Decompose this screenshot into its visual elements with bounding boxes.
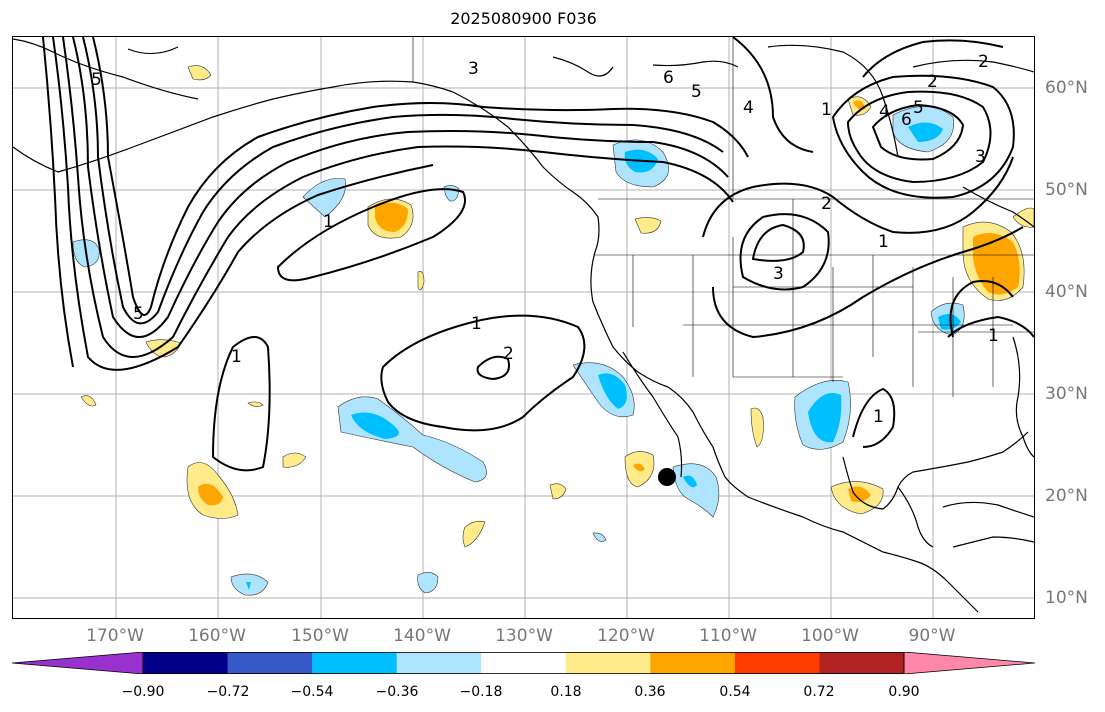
colorbar-cell	[481, 652, 567, 674]
contour-label: 1	[323, 212, 334, 232]
contour-label: 4	[743, 98, 754, 118]
contour-label: 2	[978, 52, 989, 72]
map-svg: 5 5 3 6 5 4 2 4 6 5 2 2 3 1 3 1 1 1 2 1 …	[13, 37, 1034, 618]
colorbar-cell	[227, 652, 313, 674]
colorbar-cell	[143, 652, 229, 674]
contour-label: 5	[691, 82, 702, 102]
colorbar-cell	[819, 652, 905, 674]
map-panel: 5 5 3 6 5 4 2 4 6 5 2 2 3 1 3 1 1 1 2 1 …	[12, 36, 1035, 619]
colorbar-cell	[650, 652, 736, 674]
contour-label: 4	[879, 102, 890, 122]
colorbar-cell	[312, 652, 398, 674]
contour-label: 2	[821, 194, 832, 214]
contour-label: 6	[901, 110, 912, 130]
contour-label: 1	[821, 100, 832, 120]
contour-label: 1	[471, 314, 482, 334]
colorbar-tick: −0.36	[375, 684, 419, 700]
contour-label: 6	[663, 68, 674, 88]
lat-label: 30°N	[1045, 384, 1088, 404]
contour-label: 1	[988, 326, 999, 346]
contour-label: 5	[91, 70, 102, 90]
colorbar-tick: −0.18	[459, 684, 503, 700]
contour-label: 1	[878, 232, 889, 252]
contour-label: 2	[927, 72, 938, 92]
contour-label: 1	[231, 347, 242, 367]
colorbar-tick: 0.90	[888, 684, 920, 700]
lon-label: 170°W	[86, 626, 144, 646]
contour-label: 3	[975, 147, 986, 167]
contour-label: 3	[773, 264, 784, 284]
coastlines	[13, 38, 1034, 613]
lon-label: 90°W	[908, 626, 956, 646]
point-marker	[658, 468, 676, 486]
colorbar-tick: −0.90	[121, 684, 165, 700]
lat-label: 20°N	[1045, 486, 1088, 506]
contour-label: 1	[873, 407, 884, 427]
lon-label: 160°W	[188, 626, 246, 646]
lon-label: 140°W	[393, 626, 451, 646]
colorbar-cell	[734, 652, 820, 674]
colorbar-outline	[142, 652, 905, 674]
contour-label: 2	[503, 344, 514, 364]
lon-label: 150°W	[291, 626, 349, 646]
positive-anomaly-core	[198, 100, 1020, 506]
contour-labels: 5 5 3 6 5 4 2 4 6 5 2 2 3 1 3 1 1 1 2 1 …	[91, 52, 999, 427]
plot-title: 2025080900 F036	[450, 9, 597, 28]
lat-label: 40°N	[1045, 282, 1088, 302]
colorbar-extend-low	[12, 652, 144, 674]
colorbar-tick: 0.54	[719, 684, 751, 700]
colorbar-tick: −0.72	[206, 684, 250, 700]
colorbar-tick: −0.54	[290, 684, 334, 700]
colorbar-cell	[396, 652, 482, 674]
colorbar-cell	[565, 652, 651, 674]
lon-label: 130°W	[495, 626, 553, 646]
lat-label: 10°N	[1045, 588, 1088, 608]
contour-label: 5	[133, 304, 144, 324]
height-contours	[42, 37, 1034, 472]
political-borders	[412, 37, 1034, 397]
negative-anomaly-core	[246, 122, 961, 590]
contour-label: 3	[468, 59, 479, 79]
lat-label: 50°N	[1045, 180, 1088, 200]
contour-label: 5	[913, 98, 924, 118]
colorbar-tick: 0.18	[550, 684, 582, 700]
colorbar	[12, 652, 1035, 674]
lon-label: 120°W	[597, 626, 655, 646]
lat-label: 60°N	[1045, 78, 1088, 98]
graticule	[13, 37, 1034, 618]
colorbar-cells	[12, 652, 1035, 674]
colorbar-extend-high	[903, 652, 1035, 674]
colorbar-tick: 0.36	[634, 684, 666, 700]
lon-label: 110°W	[699, 626, 757, 646]
lon-label: 100°W	[801, 626, 859, 646]
colorbar-tick: 0.72	[803, 684, 835, 700]
